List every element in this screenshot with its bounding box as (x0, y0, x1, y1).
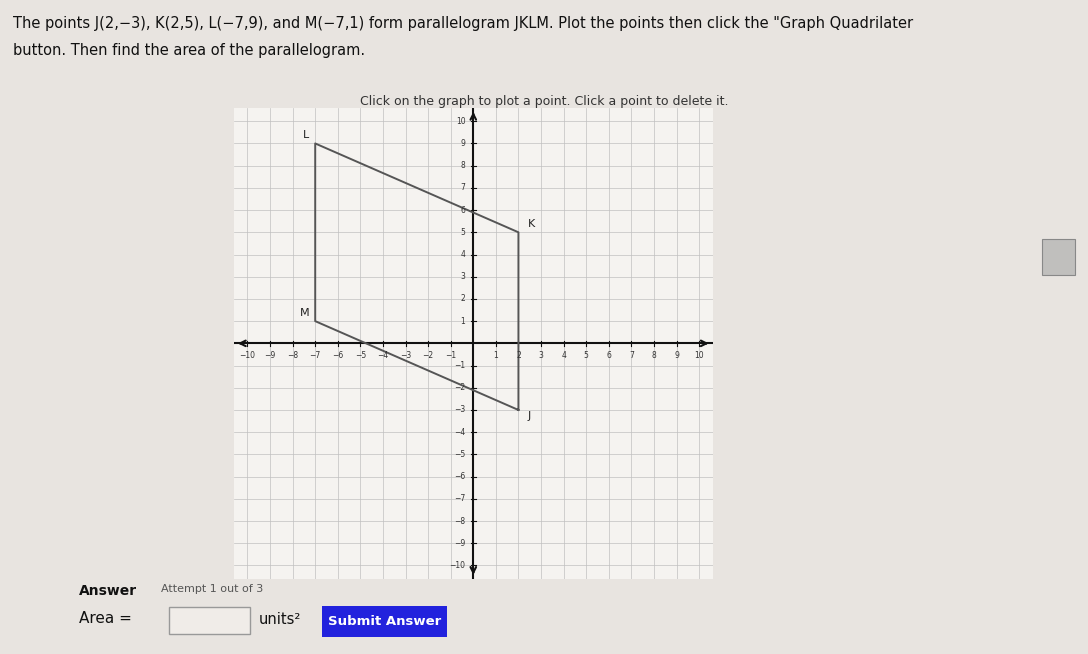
Text: −4: −4 (454, 428, 466, 437)
Text: 5: 5 (460, 228, 466, 237)
Text: −4: −4 (378, 351, 388, 360)
Text: 1: 1 (494, 351, 498, 360)
Text: −9: −9 (454, 539, 466, 548)
Text: −6: −6 (454, 472, 466, 481)
Text: Submit Answer: Submit Answer (327, 615, 442, 628)
Text: −10: −10 (449, 561, 466, 570)
Text: 4: 4 (460, 250, 466, 259)
Text: Attempt 1 out of 3: Attempt 1 out of 3 (161, 584, 263, 594)
Text: Answer: Answer (79, 584, 137, 598)
Text: −5: −5 (454, 450, 466, 459)
Text: L: L (302, 130, 309, 140)
Text: 8: 8 (652, 351, 656, 360)
Text: Click on the graph to plot a point. Click a point to delete it.: Click on the graph to plot a point. Clic… (360, 95, 728, 108)
Text: −3: −3 (400, 351, 411, 360)
Text: −7: −7 (454, 494, 466, 504)
Text: 2: 2 (460, 294, 466, 303)
Text: −6: −6 (332, 351, 344, 360)
Text: 1: 1 (460, 317, 466, 326)
Text: button. Then find the area of the parallelogram.: button. Then find the area of the parall… (13, 43, 366, 58)
Text: K: K (528, 218, 534, 229)
Text: 10: 10 (456, 116, 466, 126)
Text: 7: 7 (629, 351, 634, 360)
Text: −3: −3 (454, 405, 466, 415)
Text: J: J (528, 411, 531, 421)
Text: −8: −8 (455, 517, 466, 526)
Text: M: M (299, 307, 309, 318)
Text: −9: −9 (264, 351, 275, 360)
Text: Area =: Area = (79, 611, 133, 625)
Text: 10: 10 (694, 351, 704, 360)
Text: −2: −2 (422, 351, 434, 360)
Text: 3: 3 (539, 351, 544, 360)
Text: 8: 8 (460, 161, 466, 170)
Text: −7: −7 (310, 351, 321, 360)
Text: 3: 3 (460, 272, 466, 281)
Text: −1: −1 (445, 351, 456, 360)
Text: 5: 5 (584, 351, 589, 360)
Text: −1: −1 (455, 361, 466, 370)
Text: −10: −10 (239, 351, 256, 360)
Text: 9: 9 (675, 351, 679, 360)
Text: 4: 4 (561, 351, 566, 360)
Text: −2: −2 (455, 383, 466, 392)
Text: 6: 6 (460, 205, 466, 215)
Text: 6: 6 (606, 351, 611, 360)
Text: 9: 9 (460, 139, 466, 148)
Text: −5: −5 (355, 351, 366, 360)
Text: The points J(2,−3), K(2,5), L(−7,9), and M(−7,1) form parallelogram JKLM. Plot t: The points J(2,−3), K(2,5), L(−7,9), and… (13, 16, 913, 31)
Text: 2: 2 (516, 351, 521, 360)
Text: units²: units² (259, 613, 301, 627)
Text: −8: −8 (287, 351, 298, 360)
Text: 7: 7 (460, 183, 466, 192)
